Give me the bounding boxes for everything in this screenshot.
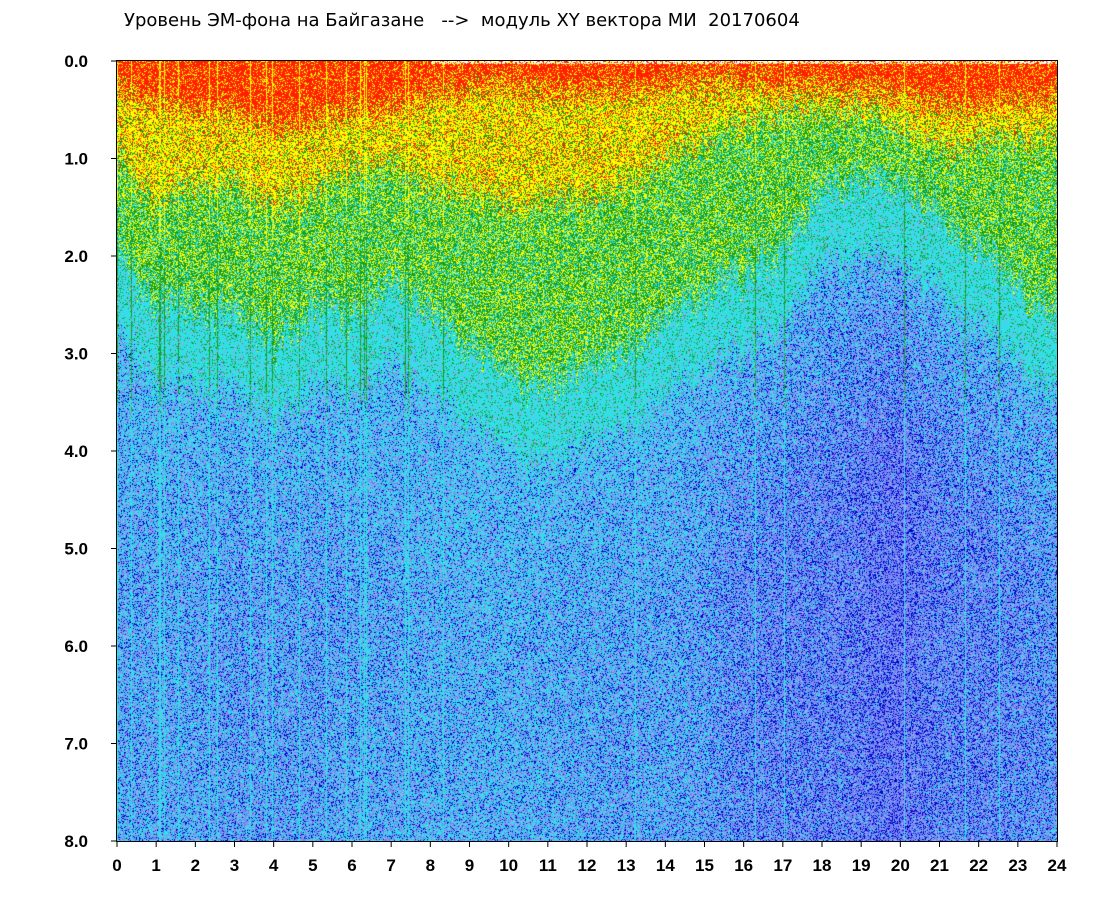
x-tick-label: 12 xyxy=(578,856,597,875)
x-tick-label: 20 xyxy=(891,856,910,875)
x-tick-label: 19 xyxy=(852,856,871,875)
y-tick-label: 0.0 xyxy=(64,52,88,71)
x-tick-label: 7 xyxy=(386,856,395,875)
x-tick-label: 3 xyxy=(230,856,239,875)
x-tick-label: 0 xyxy=(112,856,121,875)
x-tick-label: 21 xyxy=(930,856,949,875)
y-tick-label: 7.0 xyxy=(64,735,88,754)
x-tick-label: 4 xyxy=(269,856,279,875)
x-tick-label: 22 xyxy=(969,856,988,875)
x-tick-label: 9 xyxy=(465,856,474,875)
x-tick-label: 24 xyxy=(1048,856,1067,875)
x-tick-label: 11 xyxy=(539,856,557,875)
x-tick-label: 13 xyxy=(617,856,636,875)
x-tick-label: 17 xyxy=(773,856,792,875)
x-tick-label: 18 xyxy=(813,856,832,875)
x-tick-label: 16 xyxy=(734,856,753,875)
heatmap-image xyxy=(117,61,1057,841)
y-tick-label: 4.0 xyxy=(64,442,88,461)
y-tick-label: 5.0 xyxy=(64,540,88,559)
y-tick-label: 2.0 xyxy=(64,247,88,266)
x-tick-label: 10 xyxy=(499,856,518,875)
x-tick-label: 14 xyxy=(656,856,675,875)
x-tick-label: 23 xyxy=(1008,856,1027,875)
x-tick-label: 1 xyxy=(151,856,160,875)
x-tick-label: 2 xyxy=(191,856,200,875)
chart-title: Уровень ЭМ-фона на Байгазане --> модуль … xyxy=(124,10,800,31)
plot-area xyxy=(116,60,1058,842)
y-tick-label: 8.0 xyxy=(64,832,88,851)
x-tick-label: 15 xyxy=(695,856,714,875)
y-tick-label: 6.0 xyxy=(64,637,88,656)
y-tick-label: 1.0 xyxy=(64,150,88,169)
y-tick-label: 3.0 xyxy=(64,345,88,364)
x-tick-label: 8 xyxy=(426,856,435,875)
x-axis: 0 1 2 3 4 5 6 7 8 9 10 11 12 13 14 15 16 17 18 19 20 21 22 23 24 xyxy=(112,841,1067,875)
y-axis: 0.0 1.0 2.0 3.0 4.0 5.0 6.0 7.0 8.0 xyxy=(64,52,117,851)
x-tick-label: 6 xyxy=(347,856,356,875)
x-tick-label: 5 xyxy=(308,856,317,875)
